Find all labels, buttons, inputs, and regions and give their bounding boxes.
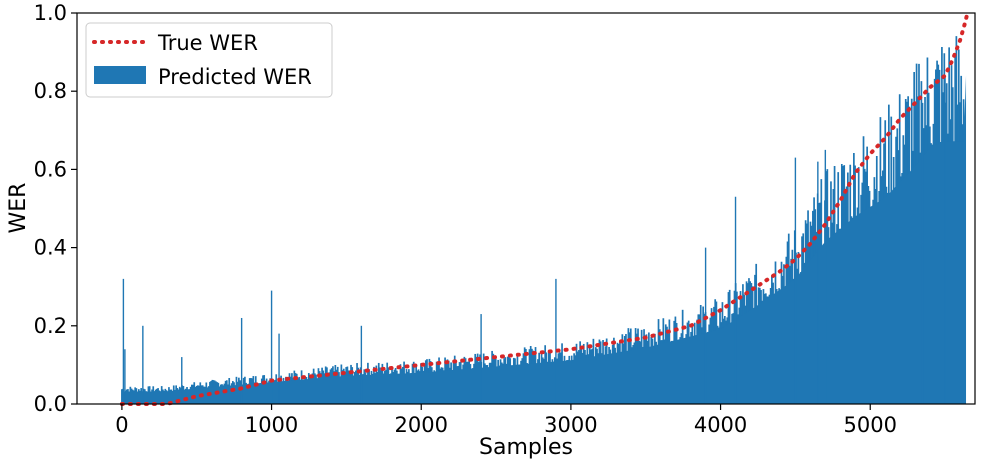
- x-tick-label: 2000: [395, 413, 448, 437]
- x-tick-label: 4000: [694, 413, 747, 437]
- x-tick-label: 5000: [844, 413, 897, 437]
- y-tick-label: 0.4: [34, 236, 67, 260]
- y-axis: 0.0 0.2 0.4 0.6 0.8 1.0: [34, 1, 77, 416]
- y-tick-label: 0.2: [34, 314, 67, 338]
- y-tick-label: 0.8: [34, 79, 67, 103]
- true-wer-line: [119, 11, 970, 406]
- x-tick-label: 1000: [245, 413, 298, 437]
- x-axis-label: Samples: [479, 435, 573, 460]
- legend: True WER Predicted WER: [85, 22, 333, 98]
- legend-true-wer-label: True WER: [157, 31, 258, 55]
- plot-frame: [76, 12, 976, 405]
- y-tick-label: 0.6: [34, 157, 67, 181]
- y-tick-label: 0.0: [34, 392, 67, 416]
- legend-predicted-wer-label: Predicted WER: [158, 65, 312, 89]
- x-tick-label: 0: [115, 413, 128, 437]
- legend-box: [85, 22, 333, 98]
- y-tick-label: 1.0: [34, 1, 67, 25]
- legend-predicted-wer-key: [94, 66, 146, 84]
- wer-bars-body: [121, 75, 967, 404]
- x-axis: 0 1000 2000 3000 4000 5000: [115, 404, 897, 437]
- predicted-wer-bars: [121, 36, 967, 404]
- y-axis-label: WER: [6, 183, 31, 234]
- true-wer-line-layer: [119, 11, 970, 406]
- x-tick-label: 3000: [544, 413, 597, 437]
